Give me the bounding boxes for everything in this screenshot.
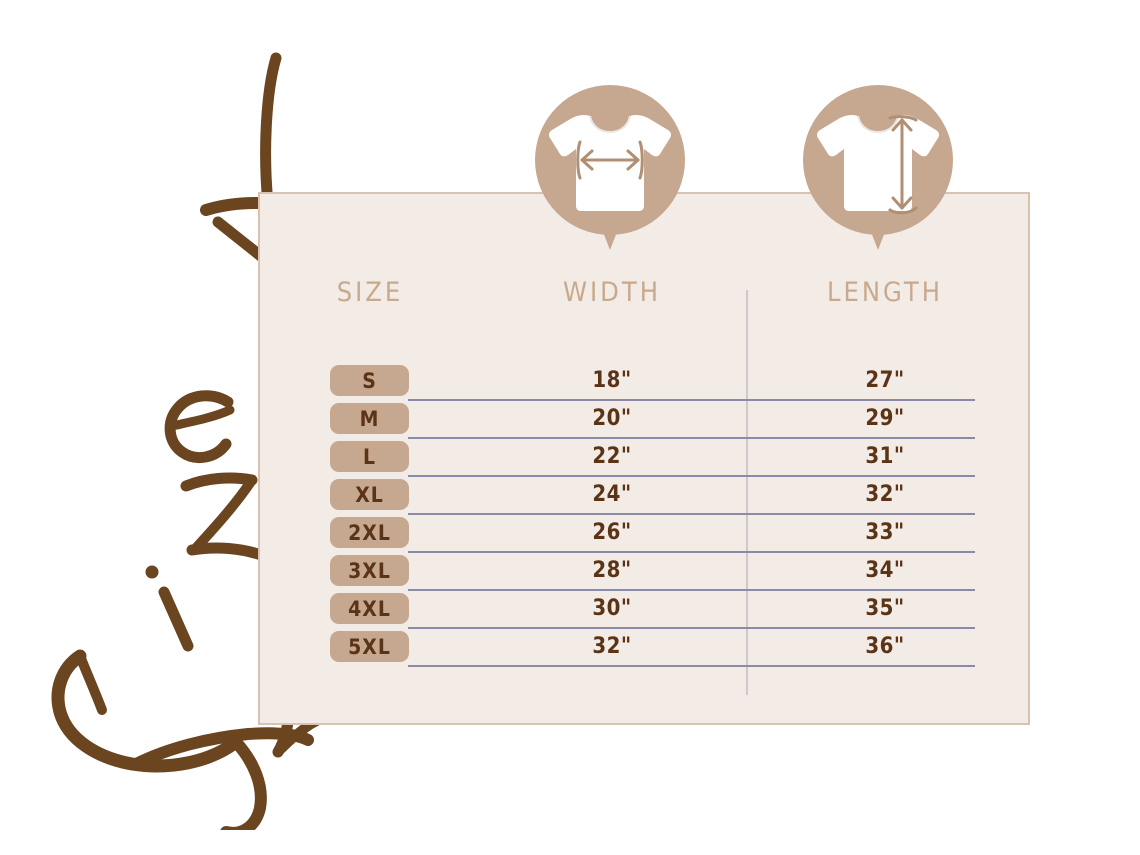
width-value: 22" <box>592 444 632 469</box>
width-value: 20" <box>592 406 632 431</box>
column-header-width: WIDTH <box>563 277 661 308</box>
size-pill: S <box>330 365 409 396</box>
row-separator-line <box>408 513 975 515</box>
column-divider <box>746 290 748 695</box>
width-value: 28" <box>592 558 632 583</box>
row-separator-line <box>408 627 975 629</box>
row-separator-line <box>408 551 975 553</box>
table-row: L 22" 31" <box>0 439 1140 477</box>
length-value: 34" <box>865 558 905 583</box>
length-value: 35" <box>865 596 905 621</box>
length-value: 32" <box>865 482 905 507</box>
table-row: S 18" 27" <box>0 363 1140 401</box>
width-value: 30" <box>592 596 632 621</box>
row-separator-line <box>408 665 975 667</box>
size-pill: 2XL <box>330 517 409 548</box>
size-pill: 5XL <box>330 631 409 662</box>
table-row: M 20" 29" <box>0 401 1140 439</box>
row-separator-line <box>408 399 975 401</box>
size-pill: L <box>330 441 409 472</box>
length-value: 31" <box>865 444 905 469</box>
table-row: 5XL 32" 36" <box>0 629 1140 667</box>
length-measurement-badge <box>803 85 953 250</box>
length-value: 27" <box>865 368 905 393</box>
length-value: 29" <box>865 406 905 431</box>
table-row: 4XL 30" 35" <box>0 591 1140 629</box>
length-value: 33" <box>865 520 905 545</box>
width-measurement-badge <box>535 85 685 250</box>
length-value: 36" <box>865 634 905 659</box>
width-value: 24" <box>592 482 632 507</box>
size-pill: 3XL <box>330 555 409 586</box>
row-separator-line <box>408 589 975 591</box>
row-separator-line <box>408 475 975 477</box>
size-pill: M <box>330 403 409 434</box>
row-separator-line <box>408 437 975 439</box>
width-value: 26" <box>592 520 632 545</box>
size-pill: 4XL <box>330 593 409 624</box>
width-value: 18" <box>592 368 632 393</box>
width-value: 32" <box>592 634 632 659</box>
tshirt-shape <box>816 114 940 211</box>
horizontal-double-arrow-icon <box>576 140 644 180</box>
vertical-double-arrow-icon <box>888 115 918 215</box>
tshirt-shape <box>548 114 672 211</box>
column-header-size: SIZE <box>336 277 404 308</box>
table-row: 2XL 26" 33" <box>0 515 1140 553</box>
column-header-length: LENGTH <box>826 277 943 308</box>
table-row: 3XL 28" 34" <box>0 553 1140 591</box>
table-row: XL 24" 32" <box>0 477 1140 515</box>
size-pill: XL <box>330 479 409 510</box>
